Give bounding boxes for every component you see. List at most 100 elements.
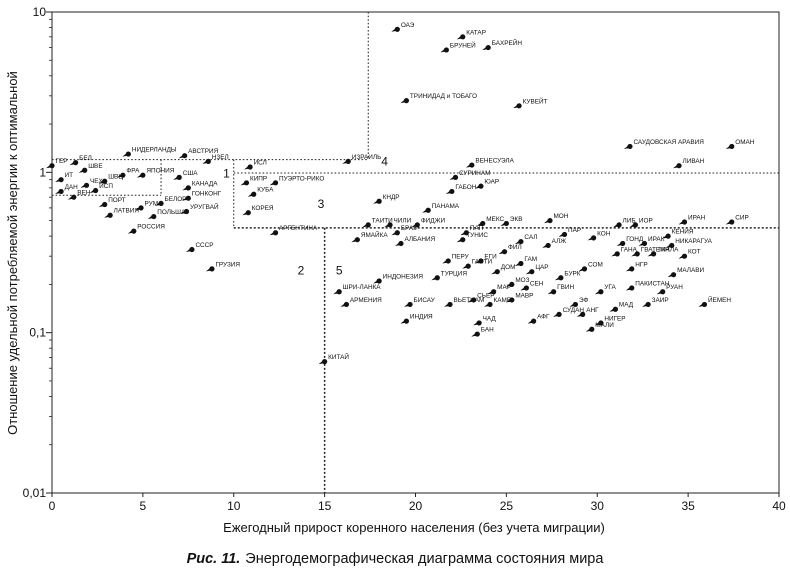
point-label: ИРАК (648, 236, 665, 243)
point-marker (140, 172, 146, 178)
data-point: ПАР (558, 227, 581, 238)
point-label: МОН (553, 213, 568, 220)
point-marker (518, 260, 524, 267)
point-marker (681, 219, 688, 225)
region-label: 3 (318, 197, 325, 211)
point-label: ГАМ (524, 256, 537, 263)
point-label: ПАР (568, 227, 581, 234)
point-marker (73, 160, 79, 166)
data-point: АНГ (576, 307, 599, 317)
data-point: НГР (625, 261, 648, 272)
figure-caption: Рис. 11. Энергодемографическая диаграмма … (0, 551, 790, 567)
point-marker (529, 269, 535, 275)
x-tick-label: 5 (140, 499, 147, 513)
point-marker (398, 240, 404, 247)
data-point: МОН (543, 213, 569, 224)
point-marker (49, 163, 55, 169)
point-label: МАД (619, 302, 634, 309)
point-marker (469, 162, 475, 168)
point-label: ЯПОНИЯ (146, 168, 174, 175)
point-label: ШРИ-ЛАНКА (343, 284, 382, 291)
point-marker (82, 167, 88, 173)
point-label: НГР (635, 261, 647, 268)
data-point: ЭКВ (500, 216, 522, 227)
point-label: ИТ (65, 172, 74, 179)
point-label: КИТАЙ (328, 352, 349, 361)
caption-text: Энергодемографическая диаграмма состояни… (245, 551, 604, 567)
point-label: БЕЛОР (165, 196, 187, 203)
data-point: СОМ (578, 261, 603, 272)
point-marker (551, 289, 557, 295)
point-label: ОАЭ (401, 22, 415, 29)
data-points: ОАЭ КАТАР БРУНЕЙ БАХРЕЙН ТРИНИДАД и ТОБАГО КУ… (46, 22, 755, 365)
data-point: КАТАР (456, 29, 486, 40)
x-tick-label: 25 (500, 499, 514, 513)
point-marker (183, 208, 190, 215)
data-point: ТРИНИДАД и ТОБАГО (400, 93, 477, 104)
point-marker (614, 251, 620, 257)
data-point: ОАЭ (391, 22, 415, 32)
point-label: ПОЛЬША (157, 209, 186, 216)
point-marker (107, 212, 113, 218)
y-axis-title: Отношение удельной потребляемой энергии … (5, 71, 20, 435)
data-point: ЯПОНИЯ (136, 168, 175, 178)
point-marker (474, 331, 480, 337)
data-point: ФИДЖИ (411, 217, 445, 228)
point-marker (572, 301, 579, 308)
point-marker (394, 26, 400, 32)
data-point: БЕЛОР (155, 196, 187, 207)
data-point: УРУГВАЙ (180, 202, 219, 215)
point-marker (509, 281, 515, 288)
point-label: ЛИВАН (683, 158, 705, 165)
point-label: ГЕР (56, 158, 68, 165)
point-marker (443, 47, 449, 53)
point-marker (182, 153, 188, 159)
point-marker (580, 311, 586, 317)
point-marker (343, 301, 350, 308)
point-label: ЦАР (535, 264, 548, 271)
point-label: СЕН (530, 280, 544, 287)
data-point: КАНАДА (182, 180, 218, 191)
point-label: ГВАТЕМАЛА (641, 246, 679, 253)
point-marker (407, 301, 413, 308)
point-marker (272, 180, 279, 186)
point-label: КОН (597, 230, 611, 237)
point-label: МЕКС (486, 216, 504, 223)
point-marker (465, 263, 471, 269)
point-marker (561, 231, 568, 238)
point-label: МАЛИ (595, 322, 614, 329)
point-label: ПАП (470, 225, 484, 232)
data-point: ГАНА (611, 246, 638, 257)
region-labels: 1 2 3 4 5 (223, 155, 388, 278)
data-point: ЧЕХ (80, 178, 104, 188)
point-label: НИГЕР (604, 315, 625, 322)
point-marker (185, 185, 191, 191)
point-marker (243, 180, 250, 186)
point-label: ЭФ (579, 297, 589, 304)
point-label: ИНДОНЕЗИЯ (383, 274, 424, 281)
point-label: БРАЗ (401, 225, 417, 232)
data-point: ЮАР (474, 179, 499, 189)
data-point: ПУЭРТО-РИКО (269, 175, 324, 186)
point-label: БРУНЕЙ (450, 40, 476, 49)
point-label: ФРА (126, 168, 140, 175)
point-label: СУДАН (563, 307, 585, 314)
point-marker (449, 188, 455, 195)
point-label: НИДЕРЛАНДЫ (132, 147, 177, 154)
point-label: ТРИНИДАД и ТОБАГО (410, 93, 477, 100)
point-label: БАН (481, 327, 494, 334)
data-point: АЛБАНИЯ (394, 236, 436, 247)
data-point: БРАЗ (391, 225, 417, 236)
data-point: КОРЕЯ (242, 205, 274, 216)
point-marker (138, 205, 144, 211)
point-label: СЬЕР (477, 292, 494, 299)
point-label: ГВИН (557, 284, 574, 291)
data-point: КАМБ (484, 297, 511, 308)
point-label: УГА (604, 284, 616, 291)
data-point: ПОЛЬША (147, 209, 186, 220)
point-label: РОССИЯ (137, 224, 165, 231)
point-marker (387, 222, 393, 228)
point-marker (598, 289, 604, 295)
data-point: НИГЕР (594, 315, 626, 326)
point-marker (634, 251, 640, 257)
